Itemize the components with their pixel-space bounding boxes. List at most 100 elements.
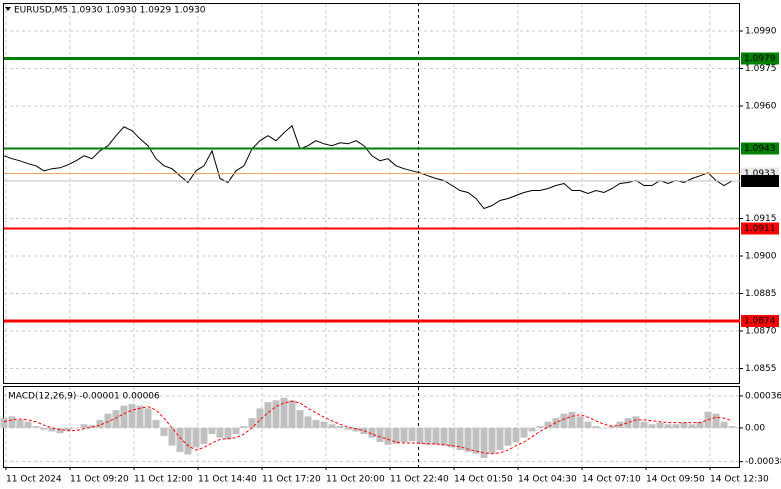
price-tag [741,142,779,155]
price-tag-label: 1.0979 [744,54,776,64]
histogram-bar [576,416,584,428]
price-tag-label: 1.0911 [744,224,776,234]
histogram-bar [168,427,176,446]
histogram-bar [656,422,664,428]
histogram-bar [680,422,688,428]
histogram-bar [160,427,168,436]
histogram-bar [568,411,576,428]
histogram-bar [464,427,472,452]
y-tick-label: 1.0975 [745,64,777,74]
histogram-bar [352,427,360,432]
histogram-bar [272,400,280,428]
histogram-bar [560,413,568,428]
menu-icon [5,7,11,11]
histogram-bar [584,421,592,428]
y-tick-label: 1.0870 [745,327,777,337]
histogram-bar [640,421,648,428]
y-tick-label: 1.0990 [745,27,777,37]
histogram-bar [488,427,496,454]
y-tick-label: 1.0855 [745,364,777,374]
histogram-bar [456,427,464,451]
histogram-bar [256,408,264,428]
histogram-bar [728,426,736,428]
price-tag [741,52,779,65]
histogram-bar [408,427,416,442]
histogram-bar [720,421,728,428]
histogram-bar [176,427,184,452]
histogram-bar [480,427,488,459]
histogram-bar [104,413,112,428]
x-tick-label: 14 Oct 01:50 [454,475,513,485]
x-tick-label: 11 Oct 20:00 [326,475,385,485]
price-tag-label: 1.0933 [744,169,776,179]
histogram-bar [24,421,32,428]
price-tag [741,175,779,187]
histogram-bar [64,427,72,431]
histogram-bar [384,427,392,445]
price-tag-label: 1.0874 [744,317,776,327]
histogram-bar [400,427,408,443]
x-tick-label: 11 Oct 17:20 [262,475,321,485]
x-tick-label: 14 Oct 09:50 [646,475,705,485]
line-series [3,400,733,455]
histogram-bar [432,427,440,445]
histogram-bar [664,424,672,428]
price-tag [741,315,779,327]
histogram-bar [440,427,448,446]
x-tick-label: 11 Oct 14:40 [198,475,257,485]
histogram-bar [496,427,504,451]
histogram-bar [448,427,456,448]
histogram-bar [40,427,48,430]
histogram-bar [192,427,200,448]
histogram-bar [96,419,104,428]
histogram-bar [264,402,272,428]
histogram-bar [200,427,208,444]
histogram-bar [32,426,40,428]
histogram-bar [600,427,608,429]
histogram-bar [288,400,296,428]
line-series [3,124,733,210]
histogram-bar [632,416,640,428]
histogram-bar [216,427,224,438]
histogram-bar [144,408,152,428]
y-tick-label: -0.00038 [745,457,781,467]
histogram-bar [248,418,256,428]
histogram-bar [72,427,80,429]
x-tick-label: 14 Oct 12:30 [710,475,769,485]
histogram-bar [472,427,480,454]
y-tick-label: 0.00036 [745,391,781,401]
x-tick-label: 11 Oct 22:40 [390,475,449,485]
y-tick-label: 1.0885 [745,289,777,299]
histogram-bar [152,419,160,428]
histogram-bar [16,419,24,428]
histogram-bar [608,426,616,428]
histogram-bar [344,427,352,430]
histogram-bar [328,424,336,428]
histogram-bar [224,427,232,440]
macd-title: MACD(12,26,9) -0.00001 0.00006 [8,392,160,402]
histogram-bar [56,427,64,434]
histogram-bar [280,397,288,428]
histogram-bar [136,405,144,428]
x-tick-label: 14 Oct 04:30 [518,475,577,485]
histogram-bar [0,418,8,428]
histogram-bar [8,416,16,428]
histogram-bar [368,427,376,438]
histogram-bar [672,424,680,428]
histogram-bar [112,410,120,428]
y-tick-label: 1.0960 [745,102,777,112]
histogram-bar [304,416,312,428]
histogram-bar [712,413,720,428]
histogram-bar [120,405,128,428]
histogram-bar [184,427,192,455]
histogram-bar [80,424,88,428]
histogram-bar [544,421,552,428]
histogram-bar [240,426,248,428]
histogram-bar [320,421,328,428]
x-tick-label: 11 Oct 2024 [6,475,62,485]
histogram-bar [504,427,512,446]
chart-title: EURUSD,M5 1.0930 1.0930 1.0929 1.0930 [14,6,206,16]
histogram-bar [296,410,304,428]
x-tick-label: 11 Oct 09:20 [70,475,129,485]
